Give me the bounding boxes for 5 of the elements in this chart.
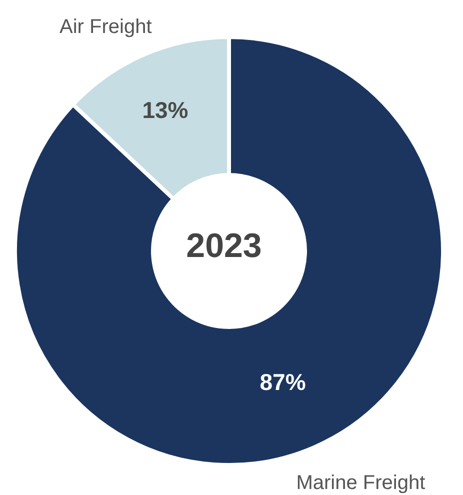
- slice-label: Marine Freight: [296, 472, 426, 494]
- text: 2023: [186, 227, 262, 265]
- slice-label: Air Freight: [60, 16, 152, 38]
- data-label: 87%: [260, 368, 306, 395]
- data-label: 13%: [142, 97, 188, 124]
